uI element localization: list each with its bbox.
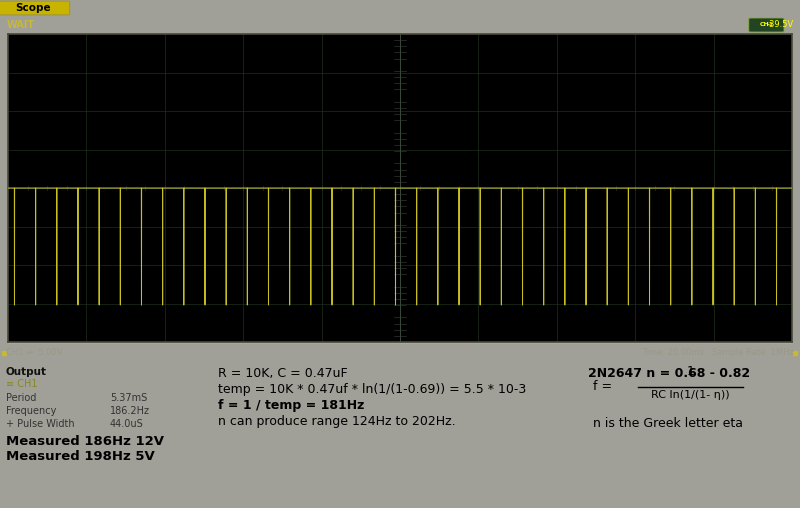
Text: 5.37mS: 5.37mS xyxy=(110,393,147,403)
Text: RC ln(1/(1- η)): RC ln(1/(1- η)) xyxy=(651,390,730,400)
FancyBboxPatch shape xyxy=(749,18,784,32)
Text: Time: 20.00ms   Sample Rate: 1MHz: Time: 20.00ms Sample Rate: 1MHz xyxy=(642,348,794,357)
Text: Output: Output xyxy=(6,367,47,377)
Text: Scope: Scope xyxy=(15,3,50,13)
Text: f = 1 / temp = 181Hz: f = 1 / temp = 181Hz xyxy=(218,399,364,412)
Text: 2N2647 n = 0.68 - 0.82: 2N2647 n = 0.68 - 0.82 xyxy=(588,367,750,380)
Text: + Pulse Width: + Pulse Width xyxy=(6,419,74,429)
Text: n is the Greek letter eta: n is the Greek letter eta xyxy=(593,417,743,430)
Text: temp = 10K * 0.47uf * ln(1/(1-0.69)) = 5.5 * 10-3: temp = 10K * 0.47uf * ln(1/(1-0.69)) = 5… xyxy=(218,383,526,396)
Text: 44.0uS: 44.0uS xyxy=(110,419,144,429)
Text: Measured 186Hz 12V: Measured 186Hz 12V xyxy=(6,435,164,448)
Text: -39.5V: -39.5V xyxy=(766,20,794,29)
Text: R = 10K, C = 0.47uF: R = 10K, C = 0.47uF xyxy=(218,367,348,380)
Text: n can produce range 124Hz to 202Hz.: n can produce range 124Hz to 202Hz. xyxy=(218,415,456,428)
Text: 1: 1 xyxy=(686,365,694,378)
Text: 186.2Hz: 186.2Hz xyxy=(110,406,150,416)
Text: f =: f = xyxy=(593,380,612,394)
Text: CH1 ↔  5.00V: CH1 ↔ 5.00V xyxy=(6,348,63,357)
Text: CH1: CH1 xyxy=(759,22,774,27)
Text: Frequency: Frequency xyxy=(6,406,56,416)
FancyBboxPatch shape xyxy=(0,1,70,15)
Text: Measured 198Hz 5V: Measured 198Hz 5V xyxy=(6,450,154,463)
Text: ≡ CH1: ≡ CH1 xyxy=(6,379,38,389)
Text: WAIT: WAIT xyxy=(6,20,34,30)
Text: Period: Period xyxy=(6,393,36,403)
